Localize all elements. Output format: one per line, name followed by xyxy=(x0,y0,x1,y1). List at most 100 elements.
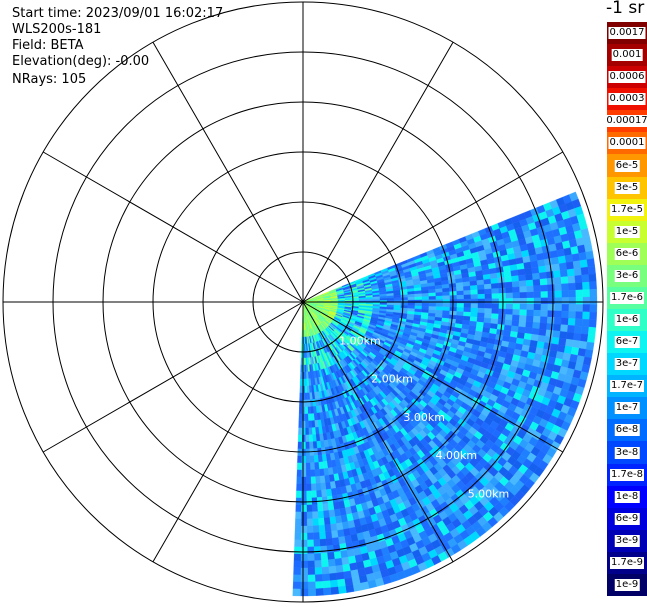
range-ring-label: 2.00km xyxy=(371,373,413,386)
range-gate xyxy=(456,294,465,300)
range-gate xyxy=(588,319,597,328)
range-gate xyxy=(505,303,514,310)
range-gate xyxy=(307,574,316,583)
colorbar-tick-label: 6e-8 xyxy=(614,424,640,437)
range-gate xyxy=(301,476,307,485)
range-gate xyxy=(296,476,302,485)
range-gate xyxy=(315,483,322,491)
range-gate xyxy=(539,316,548,324)
range-gate xyxy=(526,291,535,299)
range-gate xyxy=(442,299,451,304)
range-gate xyxy=(330,523,338,532)
azimuth-spoke xyxy=(152,41,304,303)
range-gate xyxy=(560,276,569,285)
instrument-label: WLS200s-181 xyxy=(12,22,102,37)
range-ring-label: 4.00km xyxy=(436,449,478,462)
range-gate xyxy=(305,427,309,436)
range-gate xyxy=(519,309,528,316)
colorbar-tick-label: 3e-8 xyxy=(614,446,640,459)
colorbar-tick-label: 6e-5 xyxy=(614,159,640,172)
range-gate xyxy=(442,306,451,312)
range-gate xyxy=(299,385,303,394)
range-gate xyxy=(547,290,556,298)
range-gate xyxy=(491,298,500,304)
range-gate xyxy=(477,303,486,309)
range-gate xyxy=(414,296,423,301)
colorbar-tick-label: 1.7e-8 xyxy=(609,468,645,481)
range-gate xyxy=(322,503,329,512)
range-gate xyxy=(546,271,555,279)
range-gate xyxy=(297,434,302,443)
range-gate xyxy=(560,324,569,333)
range-gate xyxy=(329,579,339,588)
range-gate xyxy=(330,530,339,539)
range-gate xyxy=(312,511,319,519)
range-gate xyxy=(575,282,583,291)
range-gate xyxy=(435,303,444,308)
range-gate xyxy=(540,297,549,305)
range-gate xyxy=(341,556,350,566)
range-gate xyxy=(518,320,527,328)
range-gate xyxy=(484,293,493,299)
range-gate xyxy=(582,289,591,298)
range-gate xyxy=(575,289,584,298)
range-gate xyxy=(372,298,381,301)
range-gate xyxy=(477,312,485,319)
azimuth-spoke xyxy=(302,301,454,563)
range-gate xyxy=(312,518,319,526)
range-gate xyxy=(307,567,316,576)
range-gate xyxy=(324,524,332,533)
range-gate xyxy=(343,570,352,580)
range-gate xyxy=(298,406,303,415)
range-gate xyxy=(339,543,347,552)
range-gate xyxy=(491,293,500,299)
range-gate xyxy=(567,325,576,334)
range-gate xyxy=(572,260,582,269)
range-gate xyxy=(539,271,548,280)
range-gate xyxy=(320,489,328,498)
range-gate xyxy=(585,250,594,260)
range-gate xyxy=(505,308,514,315)
range-gate xyxy=(306,532,314,541)
range-gate xyxy=(568,282,576,291)
range-gate xyxy=(311,427,316,435)
beta-sector-data xyxy=(292,191,598,597)
range-gate xyxy=(317,517,325,526)
range-gate xyxy=(300,518,308,527)
range-gate xyxy=(365,298,374,302)
range-gate xyxy=(561,310,569,319)
range-gate xyxy=(428,292,437,297)
range-gate xyxy=(546,316,555,325)
range-gate xyxy=(552,270,561,279)
range-gate xyxy=(428,289,436,294)
range-gate xyxy=(491,303,500,309)
range-gate xyxy=(574,274,583,284)
range-gate xyxy=(561,283,569,291)
range-gate xyxy=(568,297,577,305)
range-gate xyxy=(538,328,547,337)
range-gate xyxy=(582,304,591,313)
range-gate xyxy=(545,329,554,338)
range-gate xyxy=(435,295,444,300)
range-gate xyxy=(551,336,560,345)
range-gate xyxy=(512,286,520,293)
range-gate xyxy=(525,321,534,329)
range-gate xyxy=(407,302,416,307)
range-gate xyxy=(301,441,306,450)
range-gate xyxy=(589,311,597,321)
range-ring-label: 5.00km xyxy=(468,488,510,501)
range-gate xyxy=(549,250,559,259)
range-gate xyxy=(519,315,527,322)
range-gate xyxy=(296,483,302,492)
range-gate xyxy=(581,318,590,328)
colorbar-tick-label: 3e-7 xyxy=(614,358,640,371)
range-gate xyxy=(320,552,328,561)
range-gate xyxy=(360,581,370,591)
range-gate xyxy=(313,539,321,547)
range-gate xyxy=(314,560,322,568)
range-gate xyxy=(307,581,316,590)
range-gate xyxy=(587,326,597,336)
range-gate xyxy=(379,298,388,301)
range-gate xyxy=(421,302,430,307)
